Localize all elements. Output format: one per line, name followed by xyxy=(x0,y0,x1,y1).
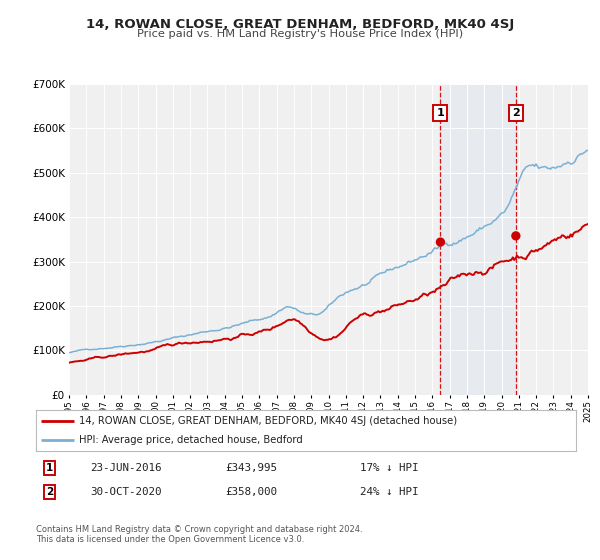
Text: 14, ROWAN CLOSE, GREAT DENHAM, BEDFORD, MK40 4SJ: 14, ROWAN CLOSE, GREAT DENHAM, BEDFORD, … xyxy=(86,18,514,31)
Text: 17% ↓ HPI: 17% ↓ HPI xyxy=(360,463,419,473)
Text: £358,000: £358,000 xyxy=(225,487,277,497)
Text: 23-JUN-2016: 23-JUN-2016 xyxy=(90,463,161,473)
Text: HPI: Average price, detached house, Bedford: HPI: Average price, detached house, Bedf… xyxy=(79,435,303,445)
Text: £343,995: £343,995 xyxy=(225,463,277,473)
Text: Price paid vs. HM Land Registry's House Price Index (HPI): Price paid vs. HM Land Registry's House … xyxy=(137,29,463,39)
Text: 2: 2 xyxy=(46,487,53,497)
Point xyxy=(511,231,521,240)
Text: This data is licensed under the Open Government Licence v3.0.: This data is licensed under the Open Gov… xyxy=(36,535,304,544)
Text: 14, ROWAN CLOSE, GREAT DENHAM, BEDFORD, MK40 4SJ (detached house): 14, ROWAN CLOSE, GREAT DENHAM, BEDFORD, … xyxy=(79,416,457,426)
Text: 1: 1 xyxy=(46,463,53,473)
Text: 2: 2 xyxy=(512,108,520,118)
Text: Contains HM Land Registry data © Crown copyright and database right 2024.: Contains HM Land Registry data © Crown c… xyxy=(36,525,362,534)
Bar xyxy=(440,84,516,395)
Text: 30-OCT-2020: 30-OCT-2020 xyxy=(90,487,161,497)
Point xyxy=(436,237,445,246)
Text: 24% ↓ HPI: 24% ↓ HPI xyxy=(360,487,419,497)
Text: 1: 1 xyxy=(437,108,445,118)
